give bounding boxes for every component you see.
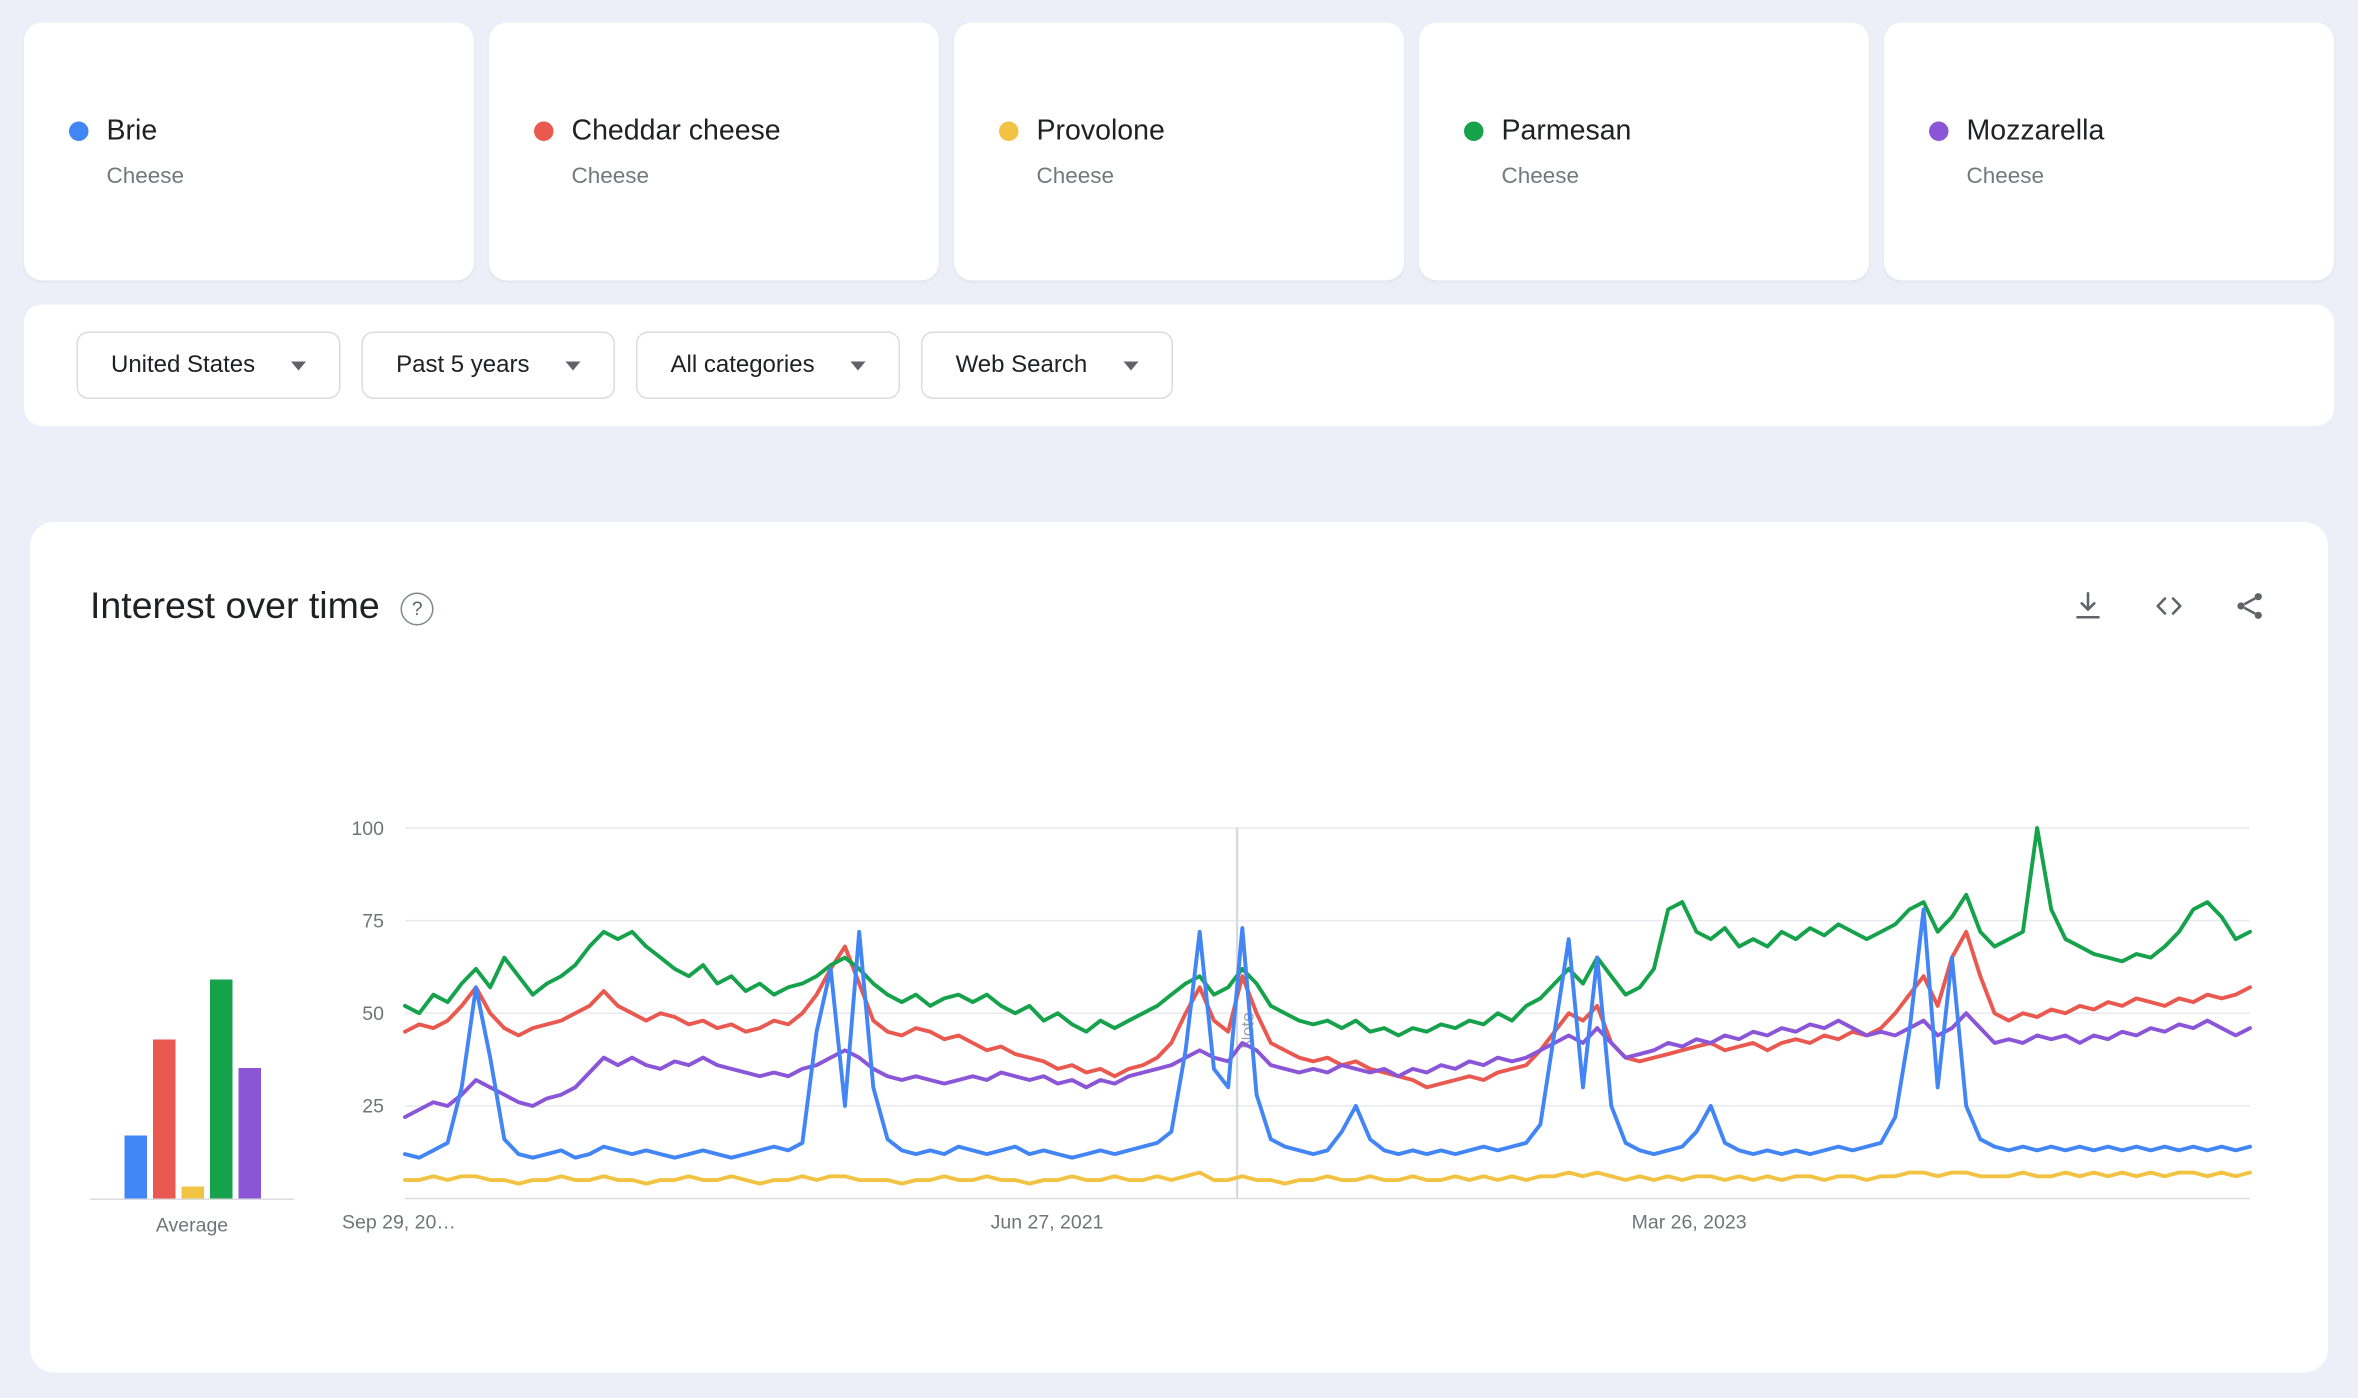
filter-value: Web Search xyxy=(955,351,1088,378)
y-axis-tick: 100 xyxy=(351,818,384,840)
term-card-cheddar-cheese[interactable]: Cheddar cheese Cheese xyxy=(489,22,939,281)
title-wrap: Interest over time ? xyxy=(90,584,434,628)
term-type: Cheese xyxy=(1501,162,1580,189)
y-axis-tick: 50 xyxy=(362,1003,384,1025)
average-bar-brie[interactable] xyxy=(123,1135,147,1199)
x-axis-tick: Sep 29, 20… xyxy=(342,1212,456,1234)
y-axis-tick: 25 xyxy=(362,1096,384,1118)
chart-row: Average 25 50 75 100 Note Sep 29, 20… Jun 27, … xyxy=(90,813,2268,1278)
term-label: Cheddar cheese xyxy=(571,114,781,147)
term-card-parmesan[interactable]: Parmesan Cheese xyxy=(1419,22,1869,281)
filter-value: Past 5 years xyxy=(396,351,530,378)
timerange-filter-dropdown[interactable]: Past 5 years xyxy=(361,331,615,399)
interest-over-time-card: Interest over time ? xyxy=(30,522,2328,1373)
term-color-dot xyxy=(1929,121,1949,141)
term-type: Cheese xyxy=(571,162,650,189)
term-card-provolone[interactable]: Provolone Cheese xyxy=(954,22,1404,281)
download-icon[interactable] xyxy=(2070,588,2106,624)
term-line: Parmesan xyxy=(1464,115,1869,148)
term-color-dot xyxy=(1464,121,1484,141)
term-card-brie[interactable]: Brie Cheese xyxy=(24,22,474,281)
trend-line-cheddar-cheese xyxy=(403,929,2252,1090)
chevron-down-icon xyxy=(1123,360,1139,370)
header-actions xyxy=(2070,588,2268,624)
term-label: Provolone xyxy=(1036,114,1165,147)
search-type-filter-dropdown[interactable]: Web Search xyxy=(921,331,1173,399)
x-axis-tick: Jun 27, 2021 xyxy=(991,1212,1104,1234)
trend-line-brie xyxy=(403,907,2252,1160)
average-bar-parmesan[interactable] xyxy=(209,979,232,1199)
term-line: Provolone xyxy=(999,115,1404,148)
term-label: Brie xyxy=(106,114,158,147)
share-icon[interactable] xyxy=(2232,588,2268,624)
average-bar-chart: Average xyxy=(90,828,294,1236)
average-bar-mozzarella[interactable] xyxy=(237,1068,261,1199)
help-icon[interactable]: ? xyxy=(400,591,434,625)
term-label: Mozzarella xyxy=(1966,114,2105,147)
filter-value: All categories xyxy=(670,351,815,378)
region-filter-dropdown[interactable]: United States xyxy=(76,331,341,399)
term-color-dot xyxy=(999,121,1019,141)
interest-line-chart[interactable]: 25 50 75 100 Note Sep 29, 20… Jun 27, 2021 Mar … xyxy=(330,813,2258,1256)
filter-value: United States xyxy=(111,351,256,378)
term-color-dot xyxy=(69,121,89,141)
filters-bar: United States Past 5 years All categories W… xyxy=(24,304,2334,426)
card-header: Interest over time ? xyxy=(90,576,2268,636)
term-line: Brie xyxy=(69,115,474,148)
category-filter-dropdown[interactable]: All categories xyxy=(636,331,901,399)
term-line: Mozzarella xyxy=(1929,115,2334,148)
average-bars xyxy=(90,828,294,1199)
trend-line-provolone xyxy=(403,1170,2252,1186)
comparison-terms: Brie Cheese Cheddar cheese Cheese Provolone C… xyxy=(0,0,2358,281)
chevron-down-icon xyxy=(565,360,581,370)
embed-icon[interactable] xyxy=(2151,588,2187,624)
chevron-down-icon xyxy=(850,360,866,370)
term-type: Cheese xyxy=(1036,162,1115,189)
average-label: Average xyxy=(155,1213,229,1237)
term-color-dot xyxy=(534,121,554,141)
average-axis-line xyxy=(90,1198,294,1200)
section-title: Interest over time xyxy=(90,584,380,627)
chevron-down-icon xyxy=(291,360,307,370)
y-axis-tick: 75 xyxy=(362,910,384,932)
trend-line-mozzarella xyxy=(403,1011,2252,1119)
average-bar-cheddar-cheese[interactable] xyxy=(152,1039,175,1199)
term-label: Parmesan xyxy=(1501,114,1632,147)
trend-line-parmesan xyxy=(403,826,2252,1038)
x-axis-tick: Mar 26, 2023 xyxy=(1632,1212,1747,1234)
average-bar-provolone[interactable] xyxy=(180,1186,204,1199)
term-type: Cheese xyxy=(1966,162,2045,189)
term-line: Cheddar cheese xyxy=(534,115,939,148)
term-type: Cheese xyxy=(106,162,185,189)
term-card-mozzarella[interactable]: Mozzarella Cheese xyxy=(1884,22,2334,281)
